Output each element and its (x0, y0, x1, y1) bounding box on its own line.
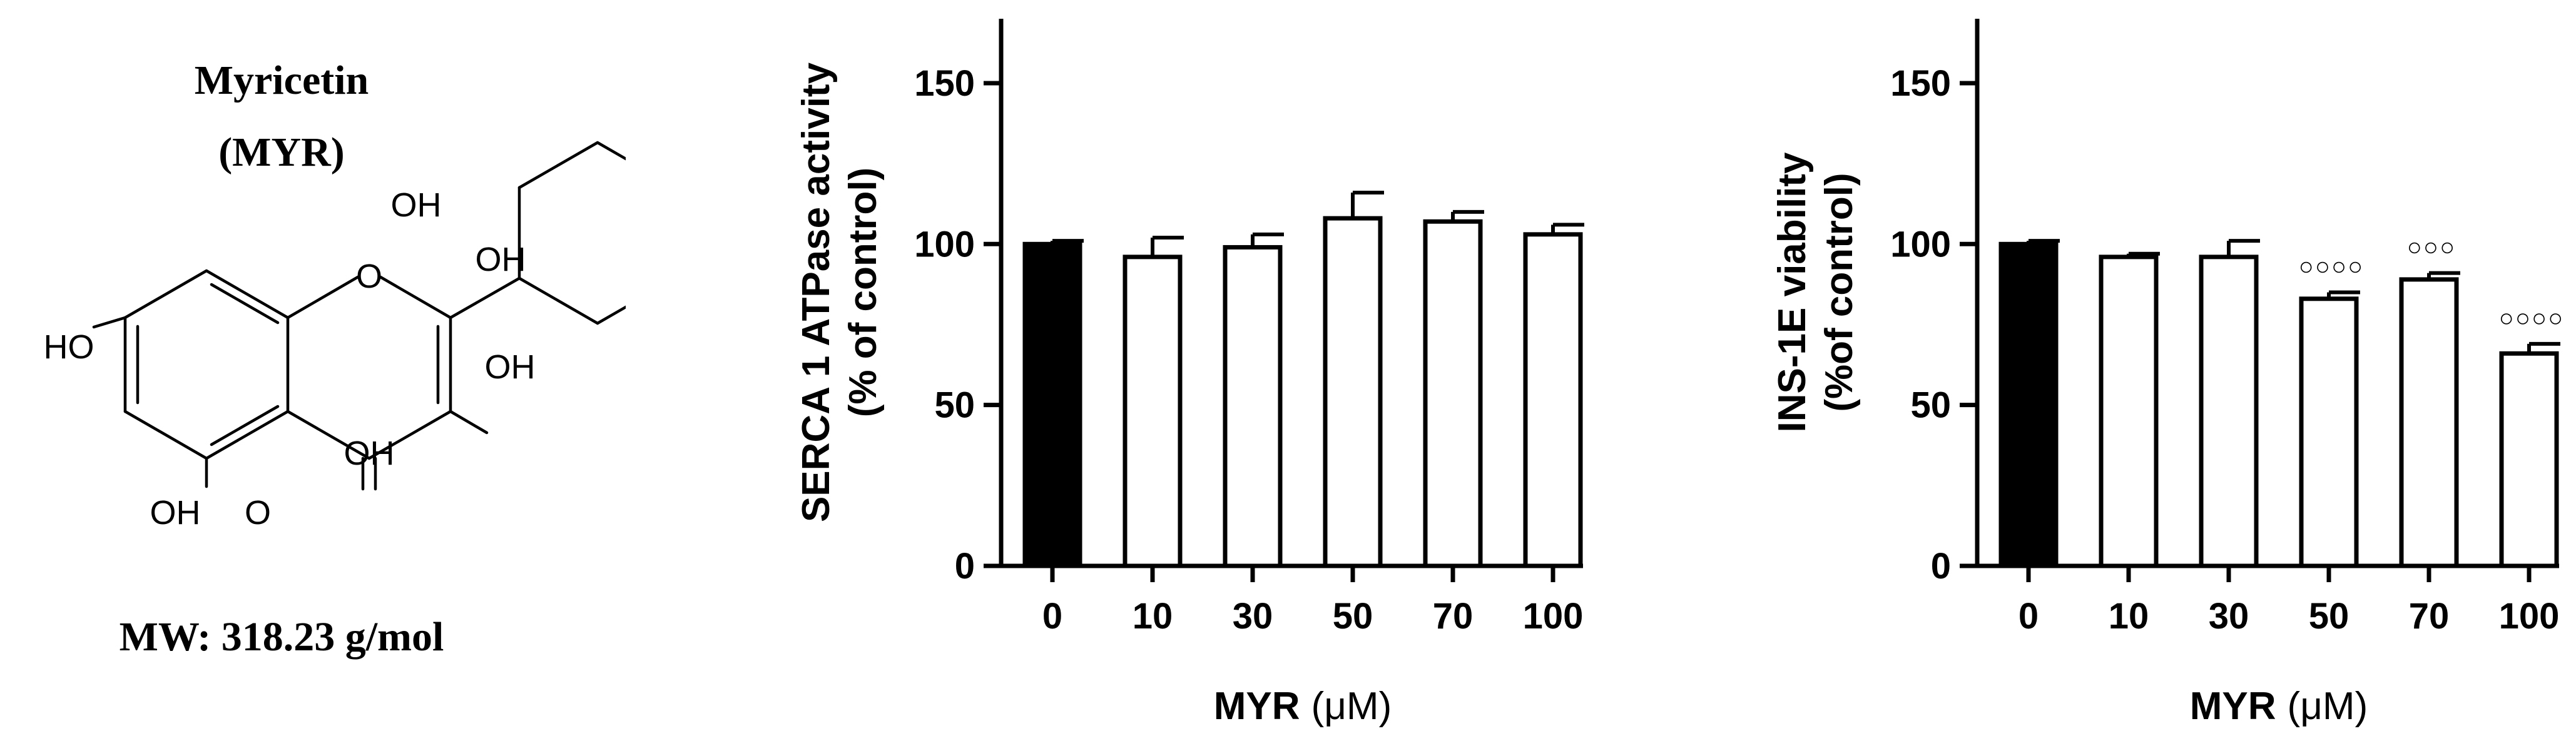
bar (1323, 216, 1383, 568)
bar (1123, 255, 1183, 568)
y-tick-label: 0 (955, 546, 975, 587)
serca-activity-chart: SERCA 1 ATPase activity (% of control) 0… (795, 19, 1584, 728)
chart-xlabel: MYR (1214, 685, 1300, 728)
bar (1423, 219, 1483, 568)
y-tick-label: 150 (914, 63, 975, 104)
atom-oh-3prime: OH (391, 186, 442, 224)
x-tick-label: 50 (1333, 596, 1373, 637)
x-tick-label: 70 (2409, 596, 2450, 637)
chart-x-axis-title: MYR (μM) (2190, 685, 2368, 728)
y-tick-label: 150 (1890, 63, 1951, 104)
atom-oh-5: OH (150, 494, 201, 532)
bar (2299, 296, 2359, 568)
chart-ylabel-line2: (%of control) (1818, 173, 1861, 411)
bar (2399, 277, 2459, 568)
chart-ylabel-line1: SERCA 1 ATPase activity (795, 62, 838, 522)
x-tick-label: 70 (1433, 596, 1474, 637)
bar (1998, 241, 2059, 568)
significance-marker: ○○○○ (2499, 305, 2565, 332)
y-tick-label: 0 (1931, 546, 1951, 587)
bar (2499, 351, 2559, 568)
x-tick-label: 100 (1523, 596, 1584, 637)
chart-xlabel-unit: (μM) (2288, 685, 2368, 728)
x-tick-label: 10 (2109, 596, 2149, 637)
atom-o-ring: O (356, 258, 382, 295)
significance-marker: ○○○○ (2299, 253, 2365, 281)
chart-xlabel: MYR (2190, 685, 2276, 728)
bar (1223, 244, 1283, 568)
chart-ylabel-line1: INS-1E viability (1771, 152, 1814, 432)
bar (1022, 241, 1082, 568)
x-tick-label: 30 (1233, 596, 1273, 637)
y-tick-label: 50 (934, 385, 975, 426)
x-tick-label: 30 (2209, 596, 2249, 637)
atom-oh-4prime: OH (476, 241, 526, 278)
significance-marker: ○○○ (2407, 234, 2456, 261)
y-tick-label: 100 (914, 224, 975, 265)
compound-name: Myricetin (195, 58, 369, 103)
chart-x-axis-title: MYR (μM) (1214, 685, 1392, 728)
compound-mw: MW: 318.23 g/mol (120, 614, 444, 660)
ins1e-viability-chart: INS-1E viability (%of control) 050100150… (1771, 19, 2565, 728)
atom-oh-5prime: OH (485, 348, 536, 386)
y-tick-label: 100 (1890, 224, 1951, 265)
chart-xlabel-unit: (μM) (1311, 685, 1392, 728)
x-tick-label: 100 (2499, 596, 2560, 637)
chart-plot-area: 0 50 100 150 0 10 30 50 70 100 (914, 19, 1584, 637)
chart-plot-area: 0 50 100 150 0 10 30 50 ○○○○ 70 ○○○ 100 ○○○○ (1890, 19, 2565, 637)
atom-oh-3: OH (344, 435, 395, 472)
x-tick-label: 50 (2309, 596, 2349, 637)
x-tick-label: 0 (2019, 596, 2039, 637)
chart-y-axis-title: SERCA 1 ATPase activity (% of control) (795, 62, 885, 522)
atom-o-carbonyl: O (245, 494, 271, 532)
bar (1523, 232, 1583, 568)
chart-y-axis-title: INS-1E viability (%of control) (1771, 152, 1861, 432)
y-tick-label: 50 (1910, 385, 1951, 426)
chart-ylabel-line2: (% of control) (842, 168, 885, 418)
bar (2099, 255, 2159, 568)
compound-panel: Myricetin (MYR) (0, 0, 678, 748)
x-tick-label: 10 (1133, 596, 1173, 637)
atom-ho-7: HO (44, 328, 94, 366)
compound-abbrev: (MYR) (218, 129, 345, 175)
x-tick-label: 0 (1042, 596, 1062, 637)
bar (2199, 255, 2259, 568)
compound-structure-svg: Myricetin (MYR) (44, 58, 678, 660)
